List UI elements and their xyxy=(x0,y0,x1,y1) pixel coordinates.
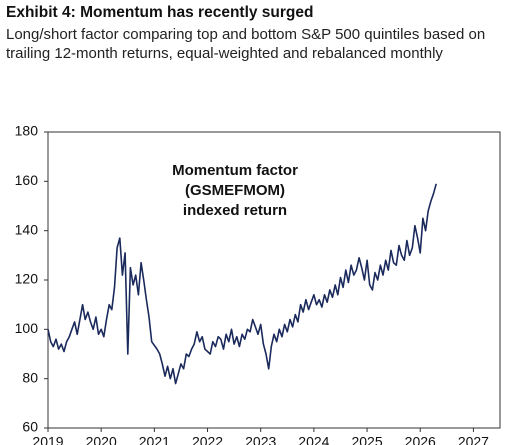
y-tick-label: 140 xyxy=(15,221,39,237)
y-tick-label: 160 xyxy=(15,172,39,188)
x-tick-label: 2025 xyxy=(351,434,382,445)
y-tick-label: 120 xyxy=(15,271,39,287)
x-tick-label: 2019 xyxy=(32,434,63,445)
subtitle: Long/short factor comparing top and bott… xyxy=(6,26,486,62)
annotation: indexed return xyxy=(183,202,287,219)
annotation: Momentum factor xyxy=(172,162,298,179)
x-tick-label: 2027 xyxy=(458,434,489,445)
x-tick-label: 2026 xyxy=(405,434,436,445)
annotation: (GSMEFMOM) xyxy=(185,182,285,199)
x-tick-label: 2020 xyxy=(86,434,117,445)
y-tick-label: 60 xyxy=(22,419,38,435)
y-tick-label: 100 xyxy=(15,320,39,336)
title: Exhibit 4: Momentum has recently surged xyxy=(6,4,314,21)
y-tick-label: 180 xyxy=(15,123,39,139)
x-tick-label: 2023 xyxy=(245,434,276,445)
series-line xyxy=(47,183,437,385)
x-tick-label: 2022 xyxy=(192,434,223,445)
y-tick-label: 80 xyxy=(22,369,38,385)
x-tick-label: 2024 xyxy=(298,434,329,445)
x-tick-label: 2021 xyxy=(139,434,170,445)
